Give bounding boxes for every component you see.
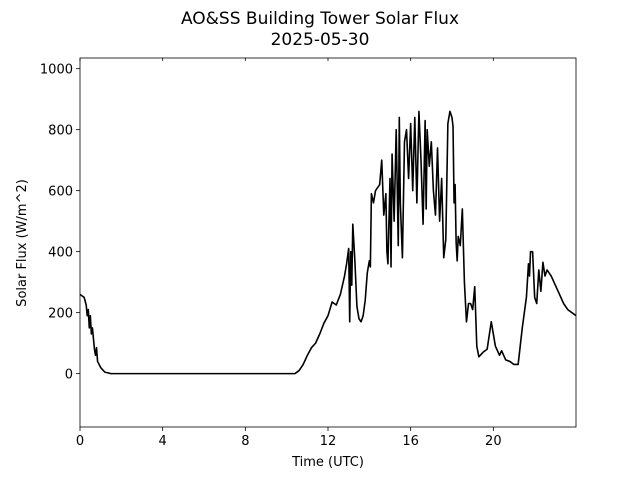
y-axis-label: Solar Flux (W/m^2) [15, 179, 30, 307]
x-tick-label: 20 [485, 434, 502, 449]
x-tick-label: 12 [320, 434, 337, 449]
x-axis-label: Time (UTC) [291, 455, 364, 470]
y-tick-label: 400 [48, 246, 73, 261]
y-tick-label: 1000 [40, 63, 73, 78]
y-tick-label: 200 [48, 307, 73, 322]
y-tick-label: 0 [65, 368, 73, 383]
x-tick-label: 0 [76, 434, 84, 449]
x-tick-label: 4 [159, 434, 167, 449]
x-tick-label: 16 [402, 434, 419, 449]
chart-title: AO&SS Building Tower Solar Flux [181, 9, 459, 29]
x-tick-label: 8 [241, 434, 249, 449]
y-tick-label: 600 [48, 185, 73, 200]
data-line [79, 110, 577, 375]
plot-frame [79, 57, 577, 428]
y-tick-label: 800 [48, 124, 73, 139]
chart-subtitle: 2025-05-30 [271, 30, 370, 50]
